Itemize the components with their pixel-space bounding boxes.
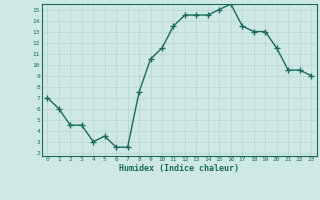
X-axis label: Humidex (Indice chaleur): Humidex (Indice chaleur) bbox=[119, 164, 239, 173]
